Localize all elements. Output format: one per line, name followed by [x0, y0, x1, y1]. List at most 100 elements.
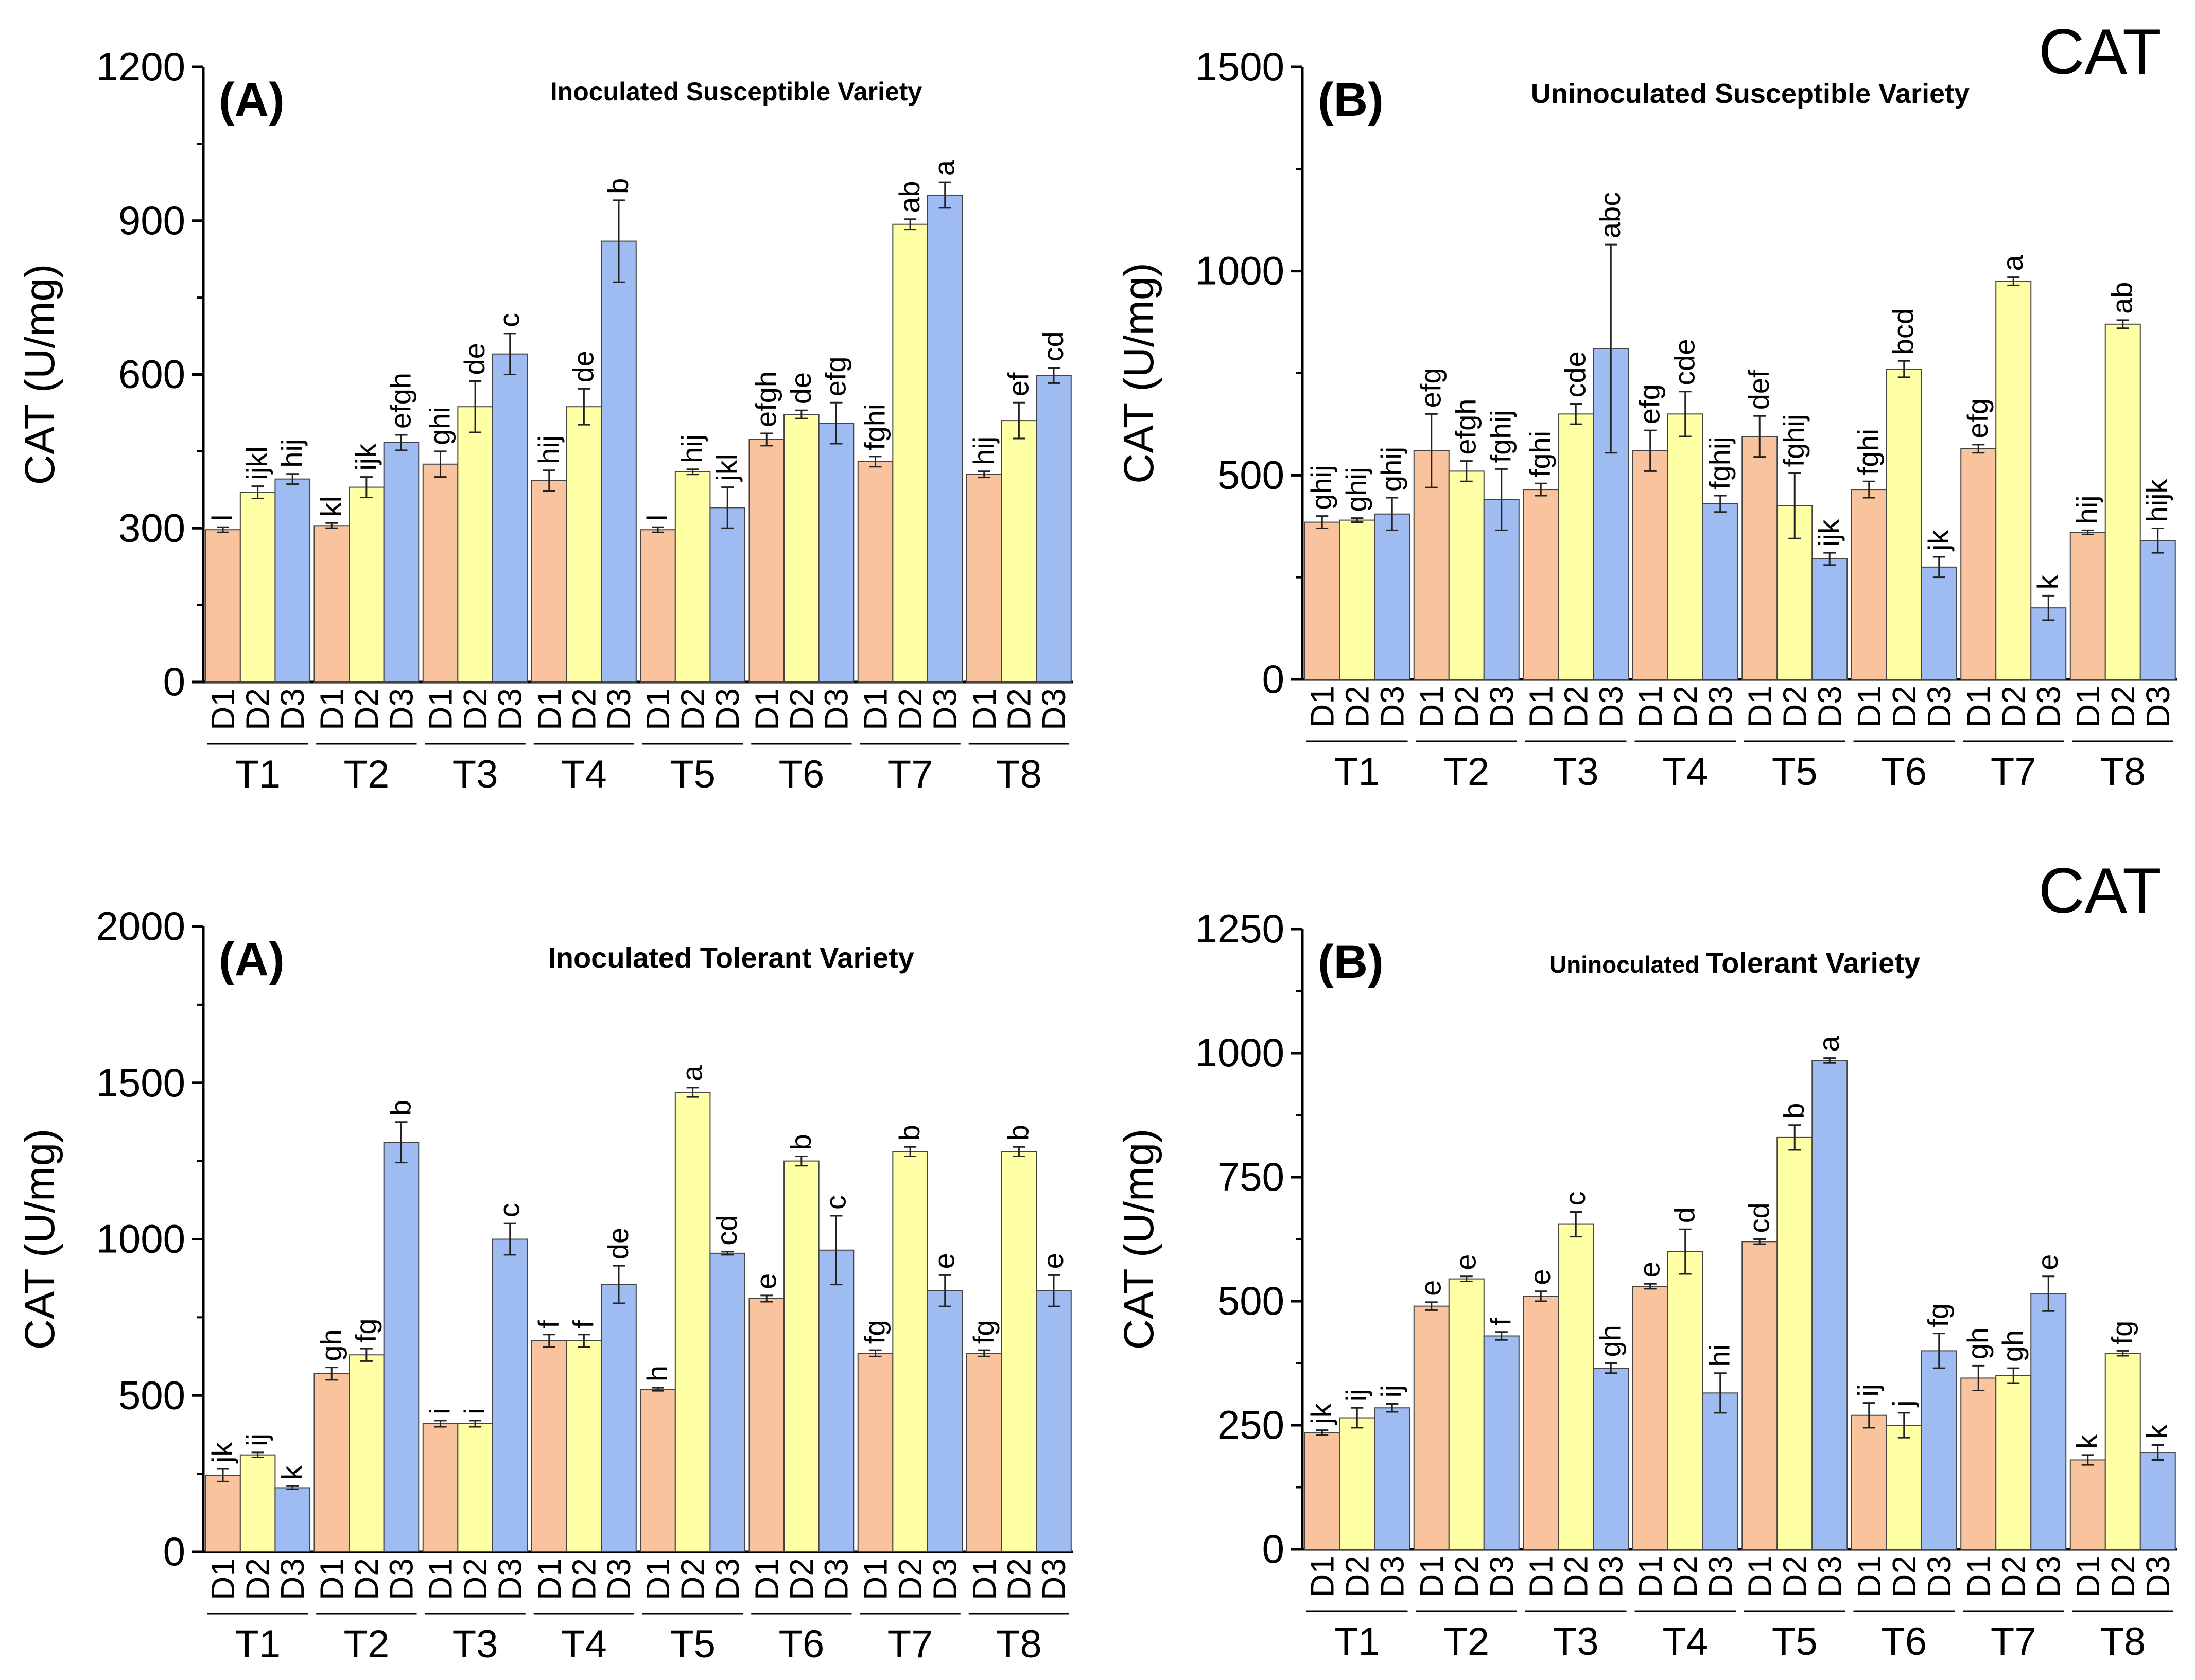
significance-letter: kl	[315, 496, 347, 517]
bar-D3	[2030, 1293, 2067, 1550]
bar-D1	[1741, 435, 1778, 680]
chart-title: Uninoculated Susceptible Variety	[1531, 78, 1970, 109]
dose-tick-label: D3	[382, 1558, 420, 1600]
significance-letter: ghij	[1340, 467, 1372, 512]
dose-tick-label: D1	[1741, 686, 1778, 728]
bar-D1	[1413, 450, 1450, 680]
dose-tick-label: D1	[313, 688, 350, 730]
significance-letter: hi	[1703, 1344, 1736, 1367]
y-tick-label: 0	[163, 1529, 185, 1574]
group-tick-label: T4	[1662, 1620, 1708, 1664]
dose-tick-label: D2	[2104, 686, 2141, 728]
bar-D2	[566, 406, 602, 682]
group-tick-label: T3	[452, 1622, 498, 1666]
dose-tick-label: D1	[857, 688, 894, 730]
bar-D1	[1632, 450, 1668, 680]
significance-letter: hijk	[2141, 478, 2173, 522]
significance-letter: i	[458, 1408, 491, 1414]
bar-D2	[1558, 1223, 1594, 1550]
bar-D3	[1483, 1335, 1520, 1550]
y-tick-label: 600	[118, 352, 185, 397]
dose-tick-label: D2	[1886, 686, 1923, 728]
significance-letter: gh	[315, 1329, 347, 1361]
significance-letter: fghij	[1703, 436, 1736, 489]
y-tick-label: 2000	[96, 903, 185, 949]
significance-letter: e	[750, 1273, 782, 1289]
bar-D1	[966, 1353, 1002, 1553]
group-tick-label: T4	[561, 752, 607, 796]
dose-tick-label: D3	[817, 1558, 855, 1600]
bar-D2	[1667, 413, 1703, 680]
panel-label: (A)	[219, 74, 285, 126]
group-tick-label: T7	[1991, 1620, 2036, 1664]
dose-tick-label: D1	[1413, 686, 1450, 728]
dose-tick-label: D3	[382, 688, 420, 730]
bar-D2	[1995, 281, 2032, 680]
group-tick-label: T2	[1443, 1620, 1489, 1664]
significance-letter: def	[1743, 370, 1775, 410]
chart-title-part2: Tolerant Variety	[1706, 947, 1920, 979]
dose-tick-label: D3	[1035, 688, 1072, 730]
dose-tick-label: D1	[1522, 1555, 1559, 1598]
dose-tick-label: D1	[1632, 686, 1669, 728]
group-tick-label: T8	[996, 752, 1042, 796]
y-tick-label: 1000	[1195, 248, 1284, 293]
dose-tick-label: D3	[1811, 686, 1848, 728]
significance-letter: ghi	[424, 407, 456, 445]
dose-tick-label: D1	[422, 688, 459, 730]
dose-tick-label: D3	[709, 688, 746, 730]
bar-D1	[2069, 1459, 2106, 1550]
bar-D2	[457, 1423, 493, 1553]
group-tick-label: T4	[1662, 750, 1708, 794]
bar-D3	[818, 1249, 855, 1552]
bar-D3	[1921, 1350, 1957, 1550]
dose-tick-label: D1	[1303, 1555, 1340, 1598]
dose-tick-label: D3	[709, 1558, 746, 1600]
group-tick-label: T5	[1772, 1620, 1818, 1664]
significance-letter: cd	[1743, 1202, 1775, 1233]
significance-letter: jk	[1922, 530, 1955, 552]
dose-tick-label: D2	[1667, 1555, 1704, 1598]
significance-letter: l	[641, 515, 673, 521]
bar-D3	[1921, 566, 1957, 680]
significance-letter: cd	[710, 1215, 743, 1246]
significance-letter: f	[567, 1320, 599, 1328]
significance-letter: ijk	[350, 443, 382, 471]
group-tick-label: T4	[561, 1622, 607, 1666]
dose-tick-label: D3	[1483, 686, 1520, 728]
significance-letter: fghij	[1485, 410, 1517, 463]
y-tick-label: 1200	[96, 44, 185, 89]
dose-tick-label: D2	[1667, 686, 1704, 728]
y-axis-label: CAT (U/mg)	[1116, 262, 1162, 484]
y-tick-label: 1000	[96, 1216, 185, 1262]
dose-tick-label: D2	[783, 688, 820, 730]
bar-D2	[892, 1151, 928, 1552]
bar-D2	[457, 406, 493, 682]
dose-tick-label: D1	[639, 688, 676, 730]
dose-tick-label: D3	[2030, 1555, 2067, 1598]
y-tick-label: 0	[163, 659, 185, 704]
dose-tick-label: D3	[1702, 1555, 1739, 1598]
significance-letter: k	[2071, 1434, 2103, 1449]
dose-tick-label: D3	[274, 1558, 311, 1600]
significance-letter: hij	[2071, 495, 2103, 524]
significance-letter: b	[602, 178, 634, 194]
group-tick-label: T2	[344, 752, 390, 796]
significance-letter: de	[458, 343, 491, 375]
dose-tick-label: D2	[239, 688, 276, 730]
significance-letter: k	[2031, 574, 2064, 589]
significance-letter: fghi	[1524, 431, 1556, 477]
dose-tick-label: D3	[600, 688, 637, 730]
dose-tick-label: D1	[2069, 686, 2106, 728]
bar-D1	[640, 1389, 676, 1553]
significance-letter: fg	[1922, 1303, 1955, 1327]
significance-letter: de	[602, 1228, 634, 1259]
group-tick-label: T1	[235, 1622, 281, 1666]
bar-D2	[2104, 1353, 2141, 1550]
group-tick-label: T2	[1443, 750, 1489, 794]
bar-D1	[313, 1373, 350, 1553]
significance-letter: a	[676, 1065, 708, 1081]
dose-tick-label: D2	[2104, 1555, 2141, 1598]
significance-letter: e	[928, 1253, 961, 1269]
